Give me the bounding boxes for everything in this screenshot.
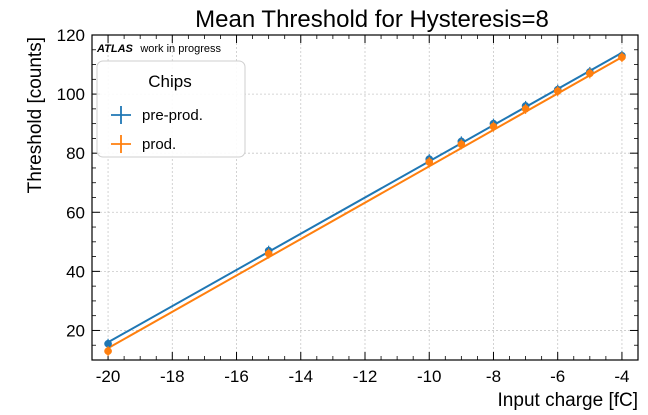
x-tick-label: -18 bbox=[160, 367, 185, 386]
y-tick-labels: 20 40 60 80 100 120 bbox=[57, 26, 85, 340]
legend: Chips pre-prod. prod. bbox=[96, 60, 246, 158]
legend-entries: pre-prod. prod. bbox=[111, 106, 203, 153]
data-points bbox=[104, 50, 626, 357]
fit-line bbox=[107, 51, 623, 344]
x-tick-label: -10 bbox=[417, 367, 442, 386]
fit-lines bbox=[107, 51, 623, 350]
y-tick-label: 20 bbox=[66, 321, 85, 340]
legend-label: pre-prod. bbox=[142, 107, 203, 124]
y-tick-label: 60 bbox=[66, 203, 85, 222]
legend-title: Chips bbox=[148, 72, 191, 91]
y-axis-label: Threshold [counts] bbox=[25, 37, 46, 193]
chart-title: Mean Threshold for Hysteresis=8 bbox=[195, 6, 549, 33]
x-tick-label: -4 bbox=[614, 367, 629, 386]
x-tick-label: -8 bbox=[486, 367, 501, 386]
x-tick-labels: -20 -18 -16 -14 -12 -10 -8 -6 -4 bbox=[96, 367, 630, 386]
axis-ticks bbox=[91, 34, 639, 361]
y-tick-label: 120 bbox=[57, 26, 85, 45]
atlas-note: work in progress bbox=[139, 43, 221, 55]
legend-box bbox=[96, 60, 246, 158]
x-tick-label: -20 bbox=[96, 367, 121, 386]
x-tick-label: -12 bbox=[353, 367, 378, 386]
svg-text:ATLAS work in progress: ATLAS work in progress bbox=[96, 39, 222, 56]
atlas-brand: ATLAS bbox=[96, 43, 134, 55]
y-tick-label: 40 bbox=[66, 262, 85, 281]
fit-line bbox=[107, 56, 623, 350]
grid bbox=[92, 35, 638, 360]
atlas-annotation: ATLAS work in progress bbox=[96, 39, 222, 56]
x-tick-label: -6 bbox=[550, 367, 565, 386]
y-tick-label: 80 bbox=[66, 144, 85, 163]
y-tick-label: 100 bbox=[57, 85, 85, 104]
x-axis-label: Input charge [fC] bbox=[498, 390, 638, 411]
x-tick-label: -16 bbox=[224, 367, 249, 386]
x-tick-label: -14 bbox=[288, 367, 313, 386]
legend-label: prod. bbox=[142, 136, 176, 153]
